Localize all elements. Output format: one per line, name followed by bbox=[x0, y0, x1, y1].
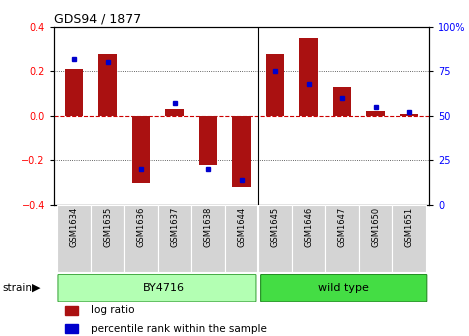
Bar bbox=[65, 324, 78, 333]
Bar bbox=[299, 38, 318, 116]
Text: GSM1644: GSM1644 bbox=[237, 207, 246, 247]
Bar bbox=[91, 205, 124, 272]
Text: GSM1635: GSM1635 bbox=[103, 207, 112, 247]
Bar bbox=[325, 205, 359, 272]
Bar bbox=[65, 69, 83, 116]
Bar bbox=[165, 109, 184, 116]
Text: BY4716: BY4716 bbox=[144, 283, 185, 293]
Bar bbox=[225, 205, 258, 272]
Text: wild type: wild type bbox=[318, 283, 369, 293]
Bar bbox=[359, 205, 392, 272]
Bar bbox=[232, 116, 251, 187]
Text: strain: strain bbox=[2, 283, 32, 293]
Text: GSM1651: GSM1651 bbox=[405, 207, 414, 247]
Text: percentile rank within the sample: percentile rank within the sample bbox=[91, 324, 267, 334]
Bar bbox=[258, 205, 292, 272]
Bar bbox=[98, 53, 117, 116]
Text: GSM1634: GSM1634 bbox=[69, 207, 78, 247]
Text: GSM1646: GSM1646 bbox=[304, 207, 313, 247]
Bar bbox=[366, 112, 385, 116]
Text: GSM1645: GSM1645 bbox=[271, 207, 280, 247]
Bar bbox=[333, 87, 351, 116]
Text: GSM1647: GSM1647 bbox=[338, 207, 347, 247]
Bar bbox=[199, 116, 217, 165]
Text: GSM1637: GSM1637 bbox=[170, 207, 179, 247]
Text: GSM1636: GSM1636 bbox=[136, 207, 145, 247]
Bar bbox=[292, 205, 325, 272]
Text: GSM1650: GSM1650 bbox=[371, 207, 380, 247]
Bar bbox=[400, 114, 418, 116]
Bar bbox=[65, 306, 78, 315]
Text: GSM1638: GSM1638 bbox=[204, 207, 212, 247]
Text: ▶: ▶ bbox=[32, 283, 40, 293]
Bar bbox=[392, 205, 426, 272]
FancyBboxPatch shape bbox=[261, 275, 427, 302]
Bar bbox=[124, 205, 158, 272]
Bar bbox=[132, 116, 150, 183]
Text: log ratio: log ratio bbox=[91, 305, 135, 316]
Bar bbox=[158, 205, 191, 272]
Bar bbox=[191, 205, 225, 272]
Bar bbox=[266, 53, 284, 116]
Text: GDS94 / 1877: GDS94 / 1877 bbox=[54, 13, 141, 26]
FancyBboxPatch shape bbox=[58, 275, 256, 302]
Bar bbox=[57, 205, 91, 272]
